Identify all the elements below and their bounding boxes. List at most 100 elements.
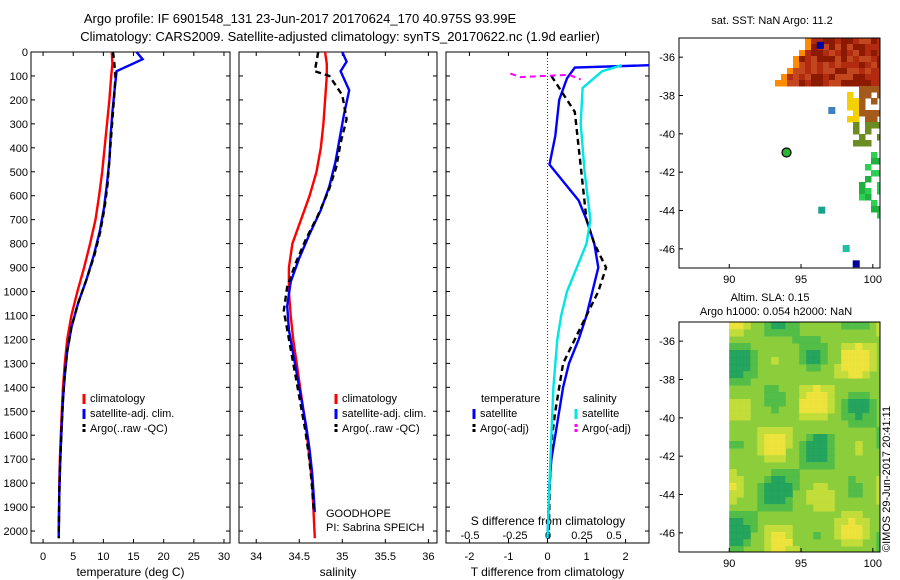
depth-tick-label: 0 [22,47,28,59]
sst-map-title: sat. SST: NaN Argo: 11.2 [711,15,832,27]
sst_map-axes-box [678,37,881,269]
sst-cell [859,38,866,45]
sst-cell [853,128,860,135]
sla-cell [764,539,772,547]
sst-cell [817,38,824,45]
sst-cell [799,56,806,63]
sst-cell [853,56,860,63]
sla-cell [841,399,849,407]
sla-cell [743,399,751,407]
sla-cell [729,322,737,330]
sst-cell [841,74,848,81]
salinity-series-satellite-adj-clim- [285,51,351,512]
sla-cell [848,343,856,351]
sla-cell [729,518,737,526]
sla-cell [771,476,779,484]
sla-cell [729,343,737,351]
sst-cell [847,62,854,69]
sst-cell [823,74,830,81]
sla-cell [757,483,765,491]
sst-cell [865,188,872,195]
sla-cell [813,336,821,344]
sla-cell [820,406,828,414]
legend-argo: Argo(..raw -QC) [90,423,168,435]
sst-cell [859,110,866,117]
sla-cell [848,392,856,400]
sla-cell [869,364,877,372]
sst-cell [781,74,788,81]
sst-cell [835,44,842,51]
sla-cell [785,532,793,540]
sla-cell [813,434,821,442]
sla-cell [764,434,772,442]
difference-series-temperature-satellite [546,64,650,539]
sst-cell [859,50,866,57]
sla-cell [806,406,814,414]
sla-cell [778,546,786,552]
sla-cell [848,483,856,491]
sst-cell [865,140,872,147]
sla-cell [771,434,779,442]
sla-cell [736,371,744,379]
sla-cell [841,357,849,365]
sst_map-ytick-label: -40 [659,129,675,141]
sla_map-ytick-label: -44 [659,490,675,502]
sla-cell [799,441,807,449]
sla-cell [841,413,849,421]
sst-cell [859,188,866,195]
sla-cell [785,434,793,442]
sla-cell [848,511,856,519]
sla-cell [750,364,758,372]
sst-cell [818,206,826,214]
sst-cell [847,92,854,99]
sla-cell [736,364,744,372]
sst-cell [811,68,818,75]
sla-cell [736,539,744,547]
sla-cell [806,343,814,351]
sst-cell [805,68,812,75]
sla-cell [736,357,744,365]
sla-cell [785,539,793,547]
sla-cell [764,497,772,505]
sst-cell [865,74,872,81]
sla-cell [764,385,772,393]
sst-cell [853,116,860,123]
sst-cell [865,128,872,135]
sla-cell [771,525,779,533]
depth-tick-label: 1900 [4,502,28,514]
sst-cell [865,62,872,69]
sla-cell [841,322,849,330]
difference-xtick-label: -1 [504,551,514,563]
sst-cell [877,182,880,189]
sla-cell [764,546,772,552]
sla-cell [750,525,758,533]
sla-cell [806,399,814,407]
sla-cell [764,441,772,449]
sst-cell [865,86,872,93]
sla-cell [848,399,856,407]
sla-cell [848,413,856,421]
sla-cell [771,441,779,449]
sst-cell [853,80,860,87]
sst-cell [817,56,824,63]
sla_map-xtick-label: 95 [795,558,807,570]
sst-cell [841,38,848,45]
sst-cell [853,38,860,45]
sst-cell [871,44,878,51]
sla-cell [806,392,814,400]
sla-cell [792,469,800,477]
sla-cell [757,448,765,456]
sla-cell [813,343,821,351]
sla-cell [771,392,779,400]
sst-cell [799,68,806,75]
depth-tick-label: 200 [10,95,28,107]
sst-cell [877,38,880,45]
sst-cell [865,116,872,123]
sla-cell [869,406,877,414]
sst-cell [835,50,842,57]
sla-cell [729,413,737,421]
sla-cell [806,441,814,449]
sla-cell [736,441,744,449]
sla-cell [806,434,814,442]
sla-cell [764,532,772,540]
